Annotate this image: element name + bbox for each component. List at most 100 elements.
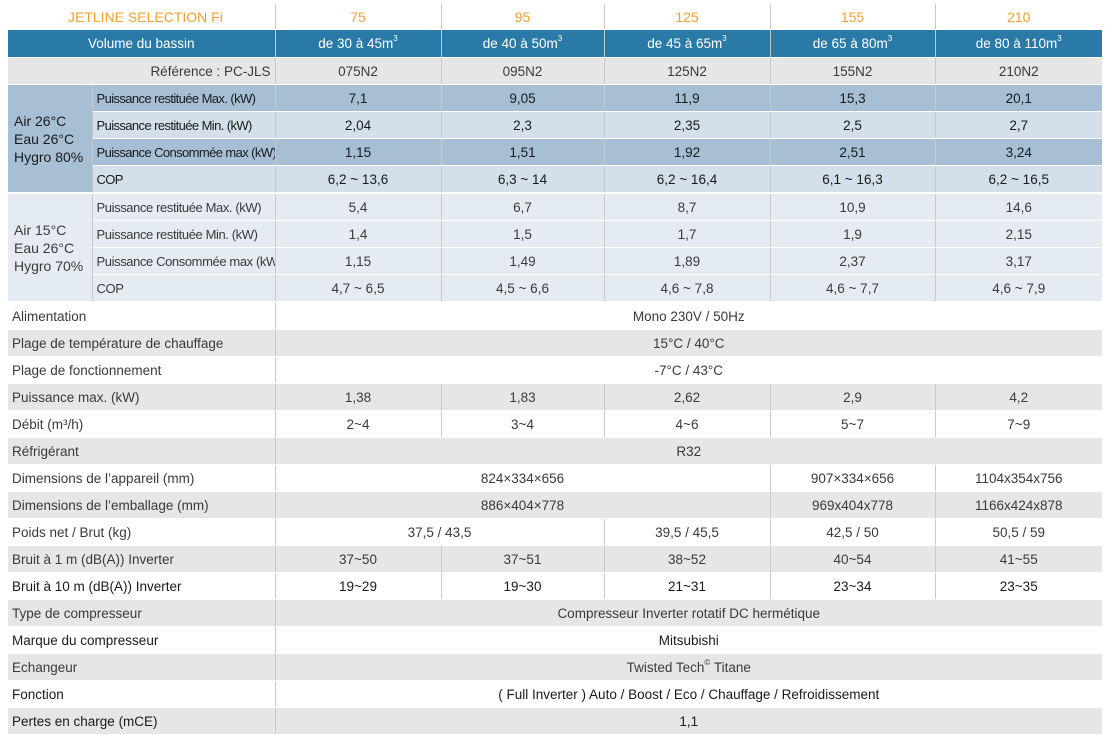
g2-value: 1,7 [604, 220, 771, 248]
g1-row-label: Puissance restituée Min. (kW) [92, 111, 276, 139]
spec-value: 23~34 [770, 572, 936, 600]
g2-value: 4,5 ~ 6,6 [441, 274, 605, 303]
model-title: JETLINE SELECTION Fi [8, 4, 276, 30]
spec-value: 2,62 [604, 383, 771, 411]
spec-value: 37~50 [275, 545, 442, 573]
spec-row-alimentation: Alimentation Mono 230V / 50Hz [8, 301, 1102, 330]
spec-value: 50,5 / 59 [935, 518, 1102, 546]
g2-value: 5,4 [275, 192, 442, 221]
spec-row-echangeur: Echangeur Twisted Tech© Titane [8, 653, 1102, 681]
spec-label: Type de compresseur [8, 599, 276, 627]
g2-value: 4,6 ~ 7,8 [604, 274, 771, 303]
g1-value: 20,1 [935, 84, 1102, 112]
spec-value: 2,9 [770, 383, 936, 411]
spec-value: Compresseur Inverter rotatif DC hermétiq… [275, 599, 1102, 627]
volume-row: Volume du bassin de 30 à 45m3 de 40 à 50… [8, 29, 1102, 58]
reference-label: Référence : PC-JLS [8, 57, 276, 85]
spec-row-plage-temp: Plage de température de chauffage 15°C /… [8, 329, 1102, 357]
g1-value: 7,1 [275, 84, 442, 112]
spec-row-puissance-max: Puissance max. (kW) 1,38 1,83 2,62 2,9 4… [8, 383, 1102, 411]
reference-value: 095N2 [441, 57, 605, 85]
spec-value: 40~54 [770, 545, 936, 573]
spec-value: 38~52 [604, 545, 771, 573]
spec-row-dim-appareil: Dimensions de l’appareil (mm) 824×334×65… [8, 464, 1102, 492]
spec-table: JETLINE SELECTION Fi 75 95 125 155 210 V… [8, 4, 1102, 735]
g1-row: Puissance restituée Min. (kW) 2,04 2,3 2… [8, 111, 1102, 139]
volume-value: de 45 à 65m3 [604, 29, 771, 58]
g2-value: 10,9 [770, 192, 936, 221]
spec-label: Echangeur [8, 653, 276, 681]
spec-label: Marque du compresseur [8, 626, 276, 654]
spec-row-pertes: Pertes en charge (mCE) 1,1 [8, 707, 1102, 735]
g2-row-label: Puissance Consommée max (kW) [92, 247, 276, 275]
g2-value: 1,89 [604, 247, 771, 275]
g2-value: 14,6 [935, 192, 1102, 221]
g1-row: Air 26°C Eau 26°C Hygro 80% Puissance re… [8, 84, 1102, 194]
g2-value: 3,17 [935, 247, 1102, 275]
reference-row: Référence : PC-JLS 075N2 095N2 125N2 155… [8, 57, 1102, 85]
spec-label: Bruit à 10 m (dB(A)) Inverter [8, 572, 276, 600]
g2-value: 8,7 [604, 192, 771, 221]
g1-row: Puissance Consommée max (kW) 1,15 1,51 1… [8, 138, 1102, 166]
spec-label: Réfrigérant [8, 437, 276, 465]
g2-value: 4,7 ~ 6,5 [275, 274, 442, 303]
g1-value: 6,1 ~ 16,3 [770, 165, 936, 194]
reference-value: 075N2 [275, 57, 442, 85]
g2-value: 1,5 [441, 220, 605, 248]
reference-value: 155N2 [770, 57, 936, 85]
g2-row: Puissance Consommée max (kW) 1,15 1,49 1… [8, 247, 1102, 275]
spec-row-debit: Débit (m³/h) 2~4 3~4 4~6 5~7 7~9 [8, 410, 1102, 438]
spec-value: Twisted Tech© Titane [275, 653, 1102, 681]
g2-row: COP 4,7 ~ 6,5 4,5 ~ 6,6 4,6 ~ 7,8 4,6 ~ … [8, 274, 1102, 303]
model-75: 75 [275, 4, 442, 30]
g1-value: 2,35 [604, 111, 771, 139]
g2-value: 2,37 [770, 247, 936, 275]
model-155: 155 [770, 4, 936, 30]
g1-value: 15,3 [770, 84, 936, 112]
g1-row: COP 6,2 ~ 13,6 6,3 ~ 14 6,2 ~ 16,4 6,1 ~… [8, 165, 1102, 194]
volume-value: de 80 à 110m3 [935, 29, 1102, 58]
spec-label: Alimentation [8, 301, 276, 330]
spec-value: 7~9 [935, 410, 1102, 438]
g2-conditions: Air 15°C Eau 26°C Hygro 70% [8, 192, 93, 303]
g1-value: 9,05 [441, 84, 605, 112]
spec-label: Plage de température de chauffage [8, 329, 276, 357]
spec-value: 2~4 [275, 410, 442, 438]
spec-value: 19~29 [275, 572, 442, 600]
spec-label: Fonction [8, 680, 276, 708]
spec-value: 1104x354x756 [935, 464, 1102, 492]
spec-value: 19~30 [441, 572, 605, 600]
spec-value: 1,1 [275, 707, 1102, 735]
spec-value: 4,2 [935, 383, 1102, 411]
spec-value: 3~4 [441, 410, 605, 438]
spec-value: 41~55 [935, 545, 1102, 573]
spec-label: Plage de fonctionnement [8, 356, 276, 384]
spec-row-refrigerant: Réfrigérant R32 [8, 437, 1102, 465]
spec-row-marque: Marque du compresseur Mitsubishi [8, 626, 1102, 654]
g2-row-label: Puissance restituée Min. (kW) [92, 220, 276, 248]
spec-label: Dimensions de l’emballage (mm) [8, 491, 276, 519]
spec-value: 5~7 [770, 410, 936, 438]
spec-value: 1166x424x878 [935, 491, 1102, 519]
spec-value: 15°C / 40°C [275, 329, 1102, 357]
model-125: 125 [604, 4, 771, 30]
spec-value: 21~31 [604, 572, 771, 600]
volume-label: Volume du bassin [8, 29, 276, 58]
g1-value: 2,51 [770, 138, 936, 166]
spec-value: Mono 230V / 50Hz [275, 301, 1102, 330]
spec-value: Mitsubishi [275, 626, 1102, 654]
spec-row-poids: Poids net / Brut (kg) 37,5 / 43,5 39,5 /… [8, 518, 1102, 546]
spec-row-plage-fonct: Plage de fonctionnement -7°C / 43°C [8, 356, 1102, 384]
g1-value: 1,92 [604, 138, 771, 166]
reference-value: 125N2 [604, 57, 771, 85]
spec-value: 39,5 / 45,5 [604, 518, 771, 546]
model-header-row: JETLINE SELECTION Fi 75 95 125 155 210 [8, 4, 1102, 30]
g1-value: 2,04 [275, 111, 442, 139]
g1-value: 1,15 [275, 138, 442, 166]
spec-value: 969x404x778 [770, 491, 936, 519]
spec-label: Poids net / Brut (kg) [8, 518, 276, 546]
g1-value: 6,2 ~ 16,4 [604, 165, 771, 194]
volume-value: de 40 à 50m3 [441, 29, 605, 58]
spec-value: ( Full Inverter ) Auto / Boost / Eco / C… [275, 680, 1102, 708]
g2-row: Puissance restituée Min. (kW) 1,4 1,5 1,… [8, 220, 1102, 248]
